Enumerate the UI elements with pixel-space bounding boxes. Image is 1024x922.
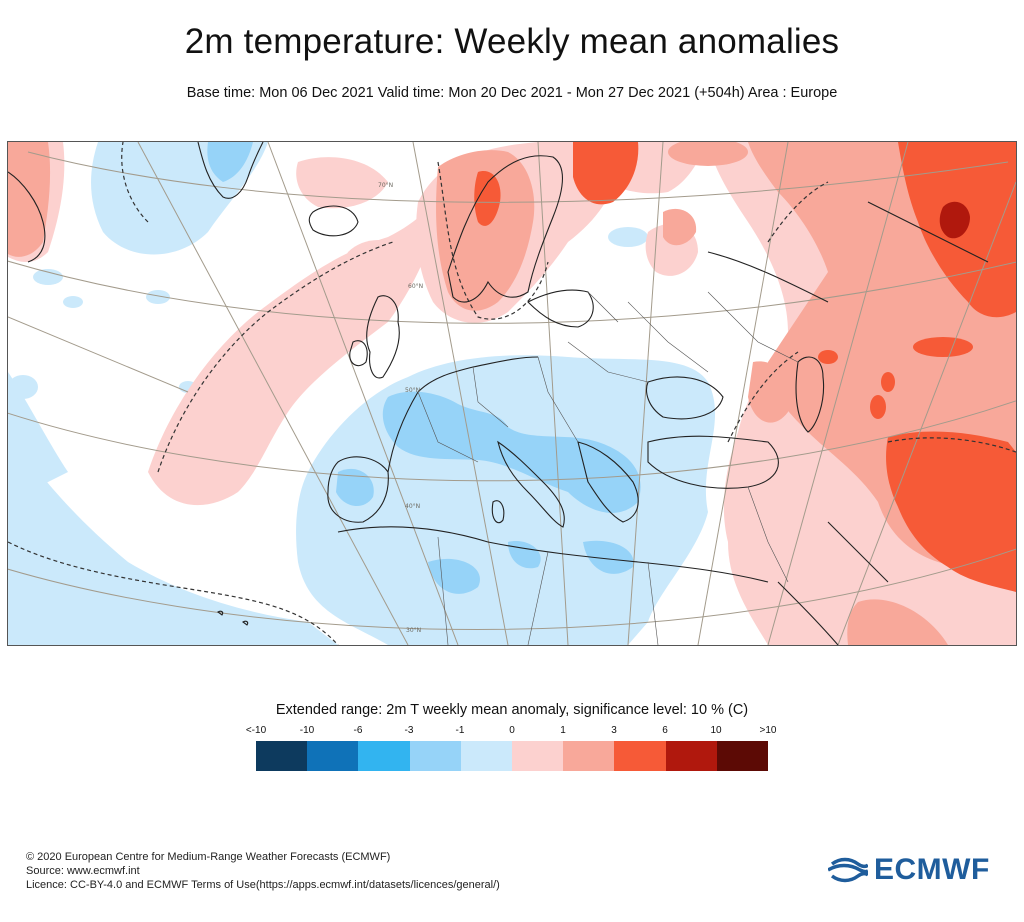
map-svg: 70°N 60°N 50°N 40°N 30°N [8, 142, 1016, 645]
significance-contours [8, 142, 1016, 645]
ecmwf-logo: ECMWF [828, 852, 1003, 888]
legend-title: Extended range: 2m T weekly mean anomaly… [275, 702, 749, 718]
copyright-text: © 2020 European Centre for Medium-Range … [26, 851, 391, 863]
legend-swatch [460, 741, 513, 771]
legend-swatch [307, 741, 359, 771]
lat-label-70: 70°N [378, 182, 393, 189]
legend-swatch [409, 741, 461, 771]
footer: © 2020 European Centre for Medium-Range … [26, 850, 500, 892]
legend-label: -6 [353, 725, 363, 736]
licence-text: Licence: CC-BY-4.0 and ECMWF Terms of Us… [26, 879, 500, 891]
legend-label: -1 [455, 725, 465, 736]
ecmwf-logo-text: ECMWF [874, 853, 990, 886]
page-title: 2m temperature: Weekly mean anomalies [184, 22, 840, 61]
coastlines [8, 142, 989, 645]
legend-swatch [614, 741, 666, 771]
anomaly-map: 70°N 60°N 50°N 40°N 30°N [7, 141, 1017, 646]
legend-label: 0 [509, 725, 515, 736]
legend-labels: <-10 -10 -6 -3 -1 0 1 3 6 10 >10 [230, 725, 790, 739]
legend-label: 10 [710, 725, 722, 736]
legend-swatch [563, 741, 615, 771]
legend-label: >10 [759, 725, 777, 736]
anomaly-dark-red [939, 201, 970, 239]
legend-label: -3 [404, 725, 414, 736]
lat-label-50: 50°N [405, 387, 420, 394]
legend-swatch [665, 741, 717, 771]
legend-label: 1 [560, 725, 566, 736]
legend-label: 3 [611, 725, 617, 736]
lat-label-40: 40°N [405, 503, 420, 510]
legend-swatch [512, 741, 564, 771]
source-text: Source: www.ecmwf.int [26, 865, 140, 877]
legend-swatch [358, 741, 410, 771]
country-borders [417, 291, 799, 645]
page-subtitle: Base time: Mon 06 Dec 2021 Valid time: M… [186, 85, 838, 101]
lat-label-30: 30°N [406, 627, 421, 634]
legend-label: <-10 [245, 725, 267, 736]
legend-swatch [716, 741, 769, 771]
legend-label: 6 [662, 725, 668, 736]
legend-label: -10 [299, 725, 315, 736]
graticule [8, 142, 1016, 645]
legend-colorbar [256, 741, 769, 771]
ecmwf-logo-icon [828, 857, 868, 883]
lat-label-60: 60°N [408, 283, 423, 290]
legend-swatch [256, 741, 308, 771]
